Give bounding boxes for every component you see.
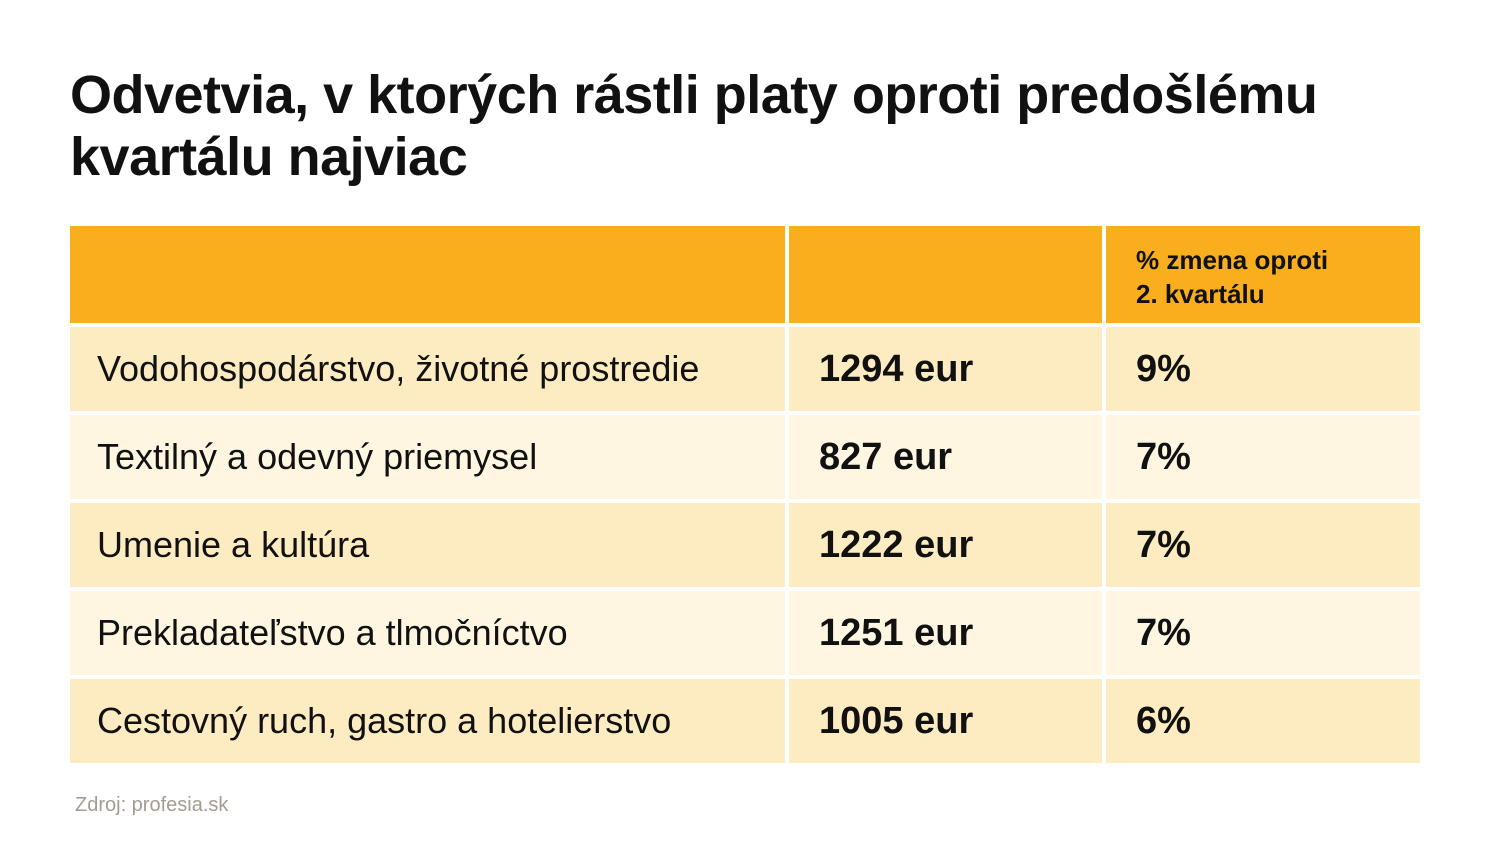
change-cell: 7% [1106, 503, 1420, 587]
header-sector [70, 226, 785, 323]
table-header: % zmena oproti 2. kvartálu [70, 226, 1420, 323]
sector-cell: Textilný a odevný priemysel [70, 415, 785, 499]
change-cell: 7% [1106, 591, 1420, 675]
change-cell: 9% [1106, 327, 1420, 411]
salary-cell: 1005 eur [789, 679, 1102, 763]
sector-cell: Umenie a kultúra [70, 503, 785, 587]
table-row: Prekladateľstvo a tlmočníctvo 1251 eur 7% [70, 591, 1420, 675]
header-change-line2: 2. kvartálu [1136, 278, 1265, 309]
salary-cell: 1294 eur [789, 327, 1102, 411]
table-row: Vodohospodárstvo, životné prostredie 1294… [70, 327, 1420, 411]
change-cell: 6% [1106, 679, 1420, 763]
sector-cell: Vodohospodárstvo, životné prostredie [70, 327, 785, 411]
page-title: Odvetvia, v ktorých rástli platy oproti … [70, 65, 1318, 187]
source-note: Zdroj: profesia.sk [75, 794, 229, 816]
salary-cell: 1251 eur [789, 591, 1102, 675]
sector-cell: Cestovný ruch, gastro a hotelierstvo [70, 679, 785, 763]
table-row: Textilný a odevný priemysel 827 eur 7% [70, 415, 1420, 499]
header-change: % zmena oproti 2. kvartálu [1106, 226, 1420, 323]
change-cell: 7% [1106, 415, 1420, 499]
salary-cell: 1222 eur [789, 503, 1102, 587]
salary-table: % zmena oproti 2. kvartálu Vodohospodárst… [70, 226, 1420, 767]
salary-cell: 827 eur [789, 415, 1102, 499]
header-change-line1: % zmena oproti [1136, 244, 1329, 275]
table-row: Cestovný ruch, gastro a hotelierstvo 1005… [70, 679, 1420, 763]
table-row: Umenie a kultúra 1222 eur 7% [70, 503, 1420, 587]
sector-cell: Prekladateľstvo a tlmočníctvo [70, 591, 785, 675]
header-salary [789, 226, 1102, 323]
